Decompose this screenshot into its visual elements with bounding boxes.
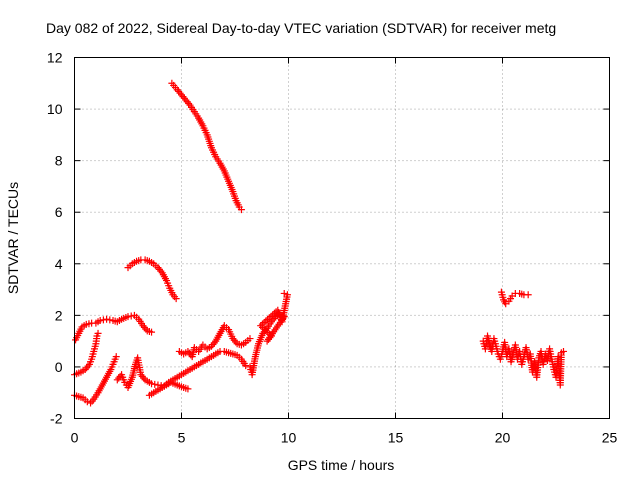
- data-point: [262, 317, 270, 325]
- data-point: [242, 362, 250, 370]
- data-point: [148, 380, 156, 388]
- y-tick-label: 6: [55, 204, 63, 220]
- data-point: [106, 316, 114, 324]
- data-point: [151, 380, 159, 388]
- chart-title: Day 082 of 2022, Sidereal Day-to-day VTE…: [46, 20, 556, 36]
- x-tick-label: 10: [281, 430, 297, 446]
- data-point: [524, 291, 532, 299]
- data-series: [71, 79, 567, 407]
- x-tick-label: 15: [388, 430, 404, 446]
- data-point: [103, 315, 111, 323]
- data-point: [94, 329, 102, 337]
- x-axis-title: GPS time / hours: [288, 457, 395, 473]
- data-point: [142, 325, 150, 333]
- data-point: [237, 206, 245, 214]
- y-tick-label: 12: [47, 50, 63, 66]
- data-point: [267, 312, 275, 320]
- series-arc-low-left: [71, 353, 120, 407]
- data-point: [84, 362, 92, 370]
- data-point: [96, 317, 104, 325]
- series-arc-right-rise: [246, 289, 291, 379]
- x-tick-label: 20: [495, 430, 511, 446]
- data-point: [258, 320, 266, 328]
- y-tick-label: 2: [55, 307, 63, 323]
- y-tick-label: -2: [50, 411, 63, 427]
- y-tick-label: 10: [47, 101, 63, 117]
- data-point: [232, 338, 240, 346]
- data-point: [210, 339, 218, 347]
- series-arc-upper-left: [72, 311, 156, 344]
- plot-frame: [74, 57, 610, 419]
- x-tick-label: 25: [602, 430, 618, 446]
- data-point: [283, 291, 291, 299]
- series-arc-hump: [124, 256, 180, 303]
- data-point: [257, 322, 265, 330]
- data-point: [127, 312, 135, 320]
- series-arc-high: [168, 79, 245, 214]
- data-point: [185, 99, 193, 107]
- data-point: [99, 316, 107, 324]
- series-cluster-20h-high: [497, 288, 532, 308]
- data-point: [172, 295, 180, 303]
- data-point: [264, 315, 272, 323]
- data-point: [112, 353, 120, 361]
- data-point: [260, 319, 268, 327]
- x-tick-label: 5: [178, 430, 186, 446]
- grid: [74, 57, 610, 419]
- data-point: [270, 309, 278, 317]
- series-arc-rising-left: [71, 329, 102, 379]
- data-point: [269, 311, 277, 319]
- series-cluster-20h-low: [479, 332, 567, 389]
- series-arc-center-cluster: [175, 322, 254, 361]
- data-point: [246, 335, 254, 343]
- data-point: [559, 347, 567, 355]
- axis-tick-labels: 0 5 10 15 20 25 -2 0 2 4 6 8 10 12: [47, 50, 618, 446]
- data-point: [280, 289, 288, 297]
- y-axis-title: SDTVAR / TECUs: [5, 182, 21, 294]
- y-tick-label: 8: [55, 153, 63, 169]
- series-arc-rising-center: [145, 347, 250, 399]
- data-point: [140, 374, 148, 382]
- series-arc-mid-wiggle: [113, 354, 192, 393]
- data-point: [265, 314, 273, 322]
- data-point: [148, 328, 156, 336]
- data-point: [184, 385, 192, 393]
- x-tick-label: 0: [71, 430, 79, 446]
- data-point: [124, 313, 132, 321]
- data-point: [83, 398, 91, 406]
- y-tick-label: 4: [55, 256, 63, 272]
- axis-ticks: [74, 57, 610, 419]
- data-point: [157, 267, 165, 275]
- y-tick-label: 0: [55, 359, 63, 375]
